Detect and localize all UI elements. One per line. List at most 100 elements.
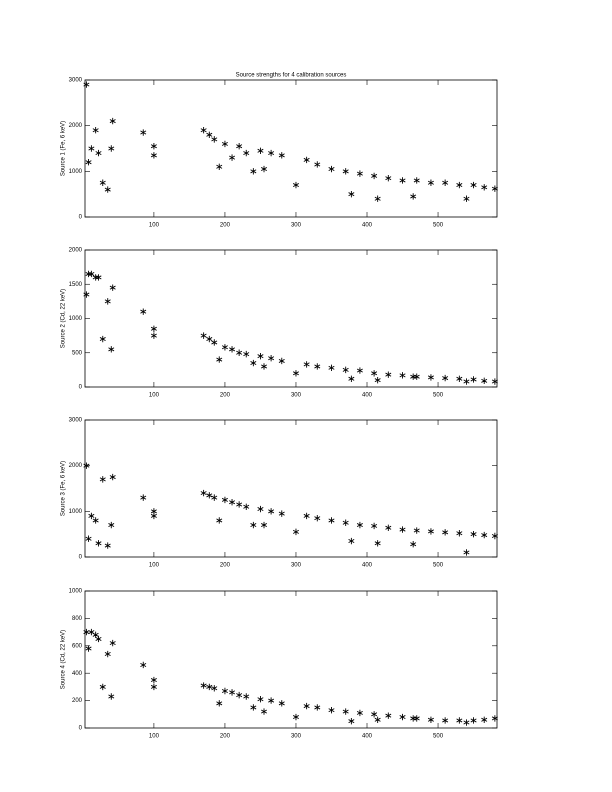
data-point	[348, 375, 355, 382]
x-tick-label: 500	[433, 563, 444, 569]
data-point	[243, 149, 250, 157]
data-point	[374, 540, 381, 547]
y-tick-label: 1500	[69, 282, 83, 288]
y-tick-label: 0	[79, 726, 83, 732]
y-axis-label: Source 4 (Cd, 22 keV)	[61, 630, 67, 689]
data-point	[257, 696, 264, 703]
data-point	[413, 373, 420, 380]
data-point	[374, 195, 381, 202]
data-point	[303, 512, 310, 520]
chart-title: Source strengths for 4 calibration sourc…	[236, 73, 347, 79]
data-point	[229, 346, 236, 353]
data-point	[442, 179, 449, 186]
data-point	[99, 179, 106, 186]
y-axis-label: Source 2 (Cd, 22 keV)	[61, 289, 67, 348]
data-point	[463, 195, 470, 202]
x-tick-label: 200	[220, 393, 231, 399]
data-point	[399, 526, 406, 533]
data-point	[99, 683, 106, 691]
data-point	[221, 344, 228, 351]
data-point	[83, 291, 90, 298]
x-tick-label: 200	[220, 223, 231, 229]
data-point	[410, 715, 417, 722]
data-point	[260, 363, 268, 370]
data-point	[278, 357, 285, 365]
data-point	[95, 540, 102, 547]
data-point	[243, 350, 250, 358]
data-point	[88, 145, 95, 152]
data-point	[104, 298, 111, 305]
data-point	[470, 376, 477, 383]
data-point	[229, 154, 236, 161]
data-point	[206, 492, 213, 499]
data-point	[413, 715, 420, 722]
data-point	[463, 549, 470, 556]
data-point	[303, 702, 310, 710]
data-point	[221, 140, 228, 148]
x-tick-label: 300	[291, 734, 302, 740]
y-tick-label: 1000	[69, 169, 83, 175]
data-point	[109, 117, 116, 125]
data-point	[410, 541, 417, 548]
data-point	[140, 129, 147, 136]
data-point	[292, 370, 299, 377]
data-point	[108, 346, 115, 353]
data-point	[292, 713, 299, 721]
data-point	[83, 81, 90, 88]
data-point	[109, 473, 116, 481]
data-point	[442, 717, 449, 724]
data-point	[150, 676, 157, 684]
data-point	[463, 719, 470, 726]
data-point	[150, 325, 157, 332]
x-tick-label: 300	[291, 223, 302, 229]
data-point	[268, 355, 275, 362]
x-tick-label: 100	[149, 734, 160, 740]
data-point	[109, 639, 116, 647]
plot-frame	[84, 79, 498, 218]
x-tick-label: 100	[149, 563, 160, 569]
data-point	[491, 715, 498, 722]
data-point	[83, 628, 90, 636]
data-point	[348, 537, 355, 545]
data-point	[99, 335, 106, 343]
data-point	[260, 165, 268, 173]
x-tick-label: 300	[291, 393, 302, 399]
x-tick-label: 400	[362, 393, 373, 399]
data-point	[342, 366, 349, 374]
y-axis-label: Source 1 (Fe, 6 keV)	[61, 121, 67, 176]
data-point	[399, 713, 406, 721]
data-point	[442, 374, 449, 382]
x-tick-label: 100	[149, 223, 160, 229]
x-tick-label: 400	[362, 223, 373, 229]
y-tick-label: 0	[79, 385, 83, 391]
data-point	[314, 514, 321, 522]
data-point	[250, 168, 257, 175]
data-point	[385, 174, 392, 182]
plot-frame	[84, 590, 498, 729]
data-point	[236, 691, 243, 699]
data-point	[328, 364, 335, 372]
data-point	[268, 508, 275, 515]
x-tick-label: 200	[220, 563, 231, 569]
data-point	[427, 716, 434, 723]
data-point	[95, 274, 102, 281]
data-point	[236, 143, 243, 150]
data-point	[278, 152, 285, 159]
y-tick-label: 1000	[69, 316, 83, 322]
data-point	[92, 127, 99, 134]
data-point	[371, 172, 378, 180]
data-point	[385, 712, 392, 719]
data-point	[88, 512, 95, 520]
data-point	[413, 177, 420, 184]
data-point	[456, 530, 463, 537]
data-point	[356, 709, 363, 717]
data-point	[88, 270, 95, 278]
data-point	[303, 361, 310, 368]
data-point	[200, 127, 207, 134]
data-point	[470, 181, 477, 189]
data-point	[200, 489, 207, 497]
data-point	[206, 131, 213, 138]
data-point	[85, 535, 92, 542]
data-point	[456, 181, 463, 189]
